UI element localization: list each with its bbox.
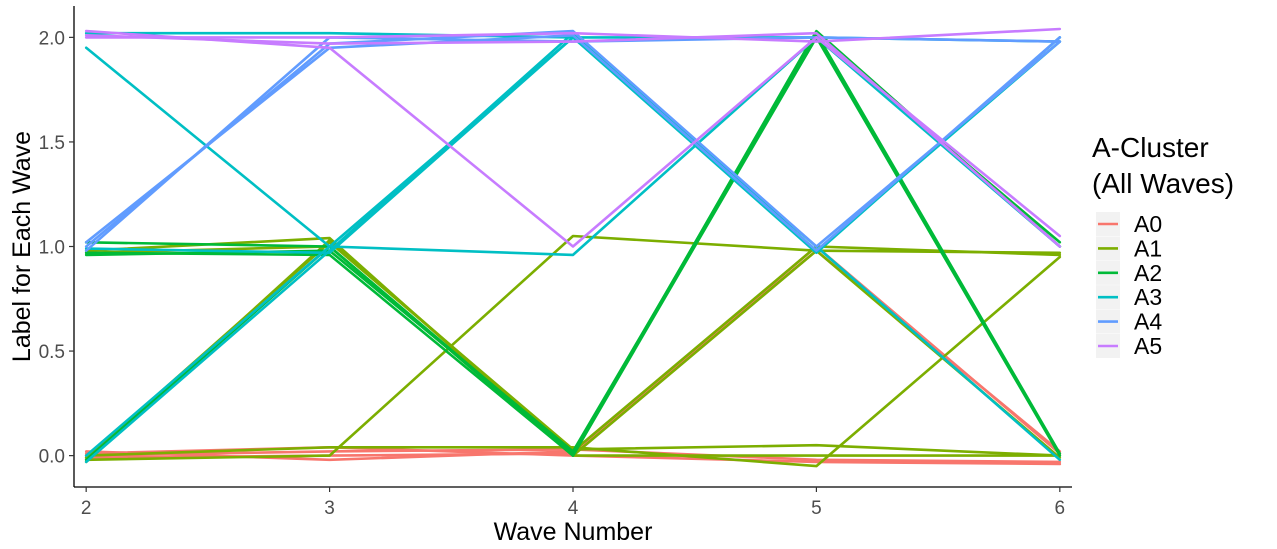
x-tick-label: 6 bbox=[1055, 498, 1066, 519]
series-a5-line bbox=[84, 31, 1062, 248]
series-a4-line bbox=[84, 29, 1062, 248]
series-a1-line bbox=[84, 236, 1062, 460]
series-a1-line bbox=[84, 234, 1062, 462]
legend-label-a0: A0 bbox=[1134, 211, 1162, 237]
series-a0-line bbox=[84, 249, 1062, 462]
series-a4-line bbox=[84, 33, 1062, 252]
series-a1-line bbox=[84, 245, 1062, 457]
plot-area bbox=[84, 27, 1062, 468]
series-a5-line bbox=[84, 27, 1062, 43]
x-tick-label: 5 bbox=[811, 498, 822, 519]
y-tick-label: 1.5 bbox=[39, 133, 65, 154]
series-a0-line bbox=[84, 245, 1062, 460]
y-tick-label: 0.0 bbox=[39, 447, 65, 468]
series-a5-line bbox=[84, 29, 1062, 248]
legend-label-a1: A1 bbox=[1134, 235, 1162, 261]
series-a4-line bbox=[84, 36, 1062, 252]
series-a3-line bbox=[84, 31, 1062, 248]
x-axis-title: Wave Number bbox=[494, 518, 653, 546]
x-tick-label: 4 bbox=[568, 498, 579, 519]
series-a1-line bbox=[84, 255, 1062, 468]
y-tick-label: 1.0 bbox=[39, 238, 65, 259]
y-tick-label: 2.0 bbox=[39, 28, 65, 49]
legend-label-a3: A3 bbox=[1134, 284, 1162, 310]
x-axis-ticks: 2 3 4 5 6 bbox=[81, 487, 1065, 519]
series-a3-line bbox=[84, 36, 1062, 257]
series-a3-line bbox=[84, 36, 1062, 255]
legend-label-a4: A4 bbox=[1134, 309, 1162, 335]
legend-label-a2: A2 bbox=[1134, 260, 1162, 286]
legend-title-line-1: A-Cluster bbox=[1092, 132, 1209, 163]
legend-label-a5: A5 bbox=[1134, 333, 1162, 359]
y-axis-title: Label for Each Wave bbox=[8, 131, 36, 362]
x-tick-label: 3 bbox=[324, 498, 335, 519]
x-tick-label: 2 bbox=[81, 498, 92, 519]
y-tick-label: 0.5 bbox=[39, 342, 65, 363]
series-a1-line bbox=[84, 241, 1062, 460]
y-axis-ticks: 0.0 0.5 1.0 1.5 2.0 bbox=[39, 28, 74, 468]
series-a1-line bbox=[84, 238, 1062, 464]
legend-title-line-2: (All Waves) bbox=[1092, 168, 1234, 199]
